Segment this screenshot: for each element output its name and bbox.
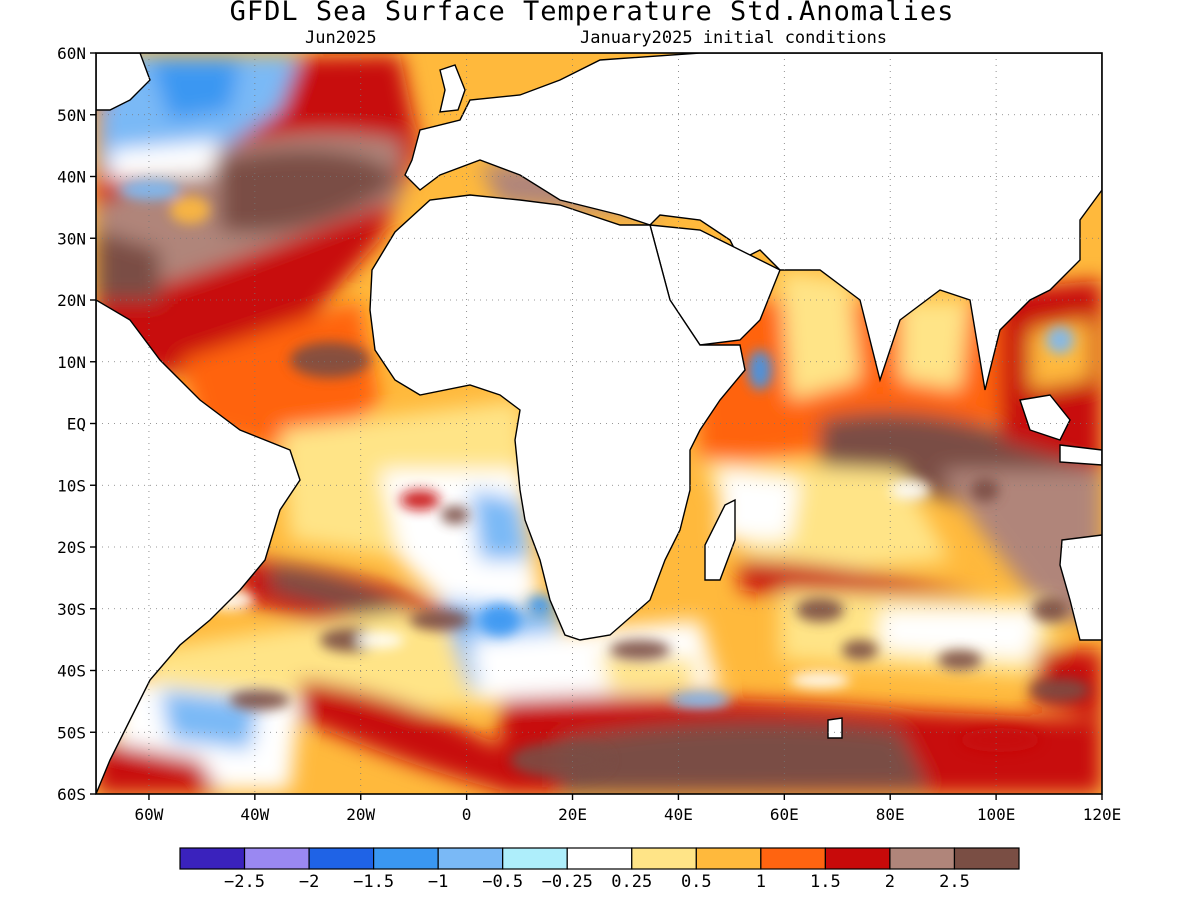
colorbar-label: 1 <box>756 872 766 892</box>
lat-label: 50S <box>57 723 86 742</box>
lon-label: 120E <box>1083 805 1122 824</box>
lon-label: 0 <box>462 805 472 824</box>
ocean-field <box>96 53 1102 794</box>
colorbar-swatch <box>437 847 504 870</box>
valid-month-label: Jun2025 <box>305 28 377 48</box>
colorbar-swatch <box>695 847 762 870</box>
lat-label: 30N <box>57 229 86 248</box>
colorbar-swatch <box>631 847 697 870</box>
lat-label: 50N <box>57 106 86 125</box>
lat-label: 10S <box>57 476 86 495</box>
lon-label: 60E <box>770 805 799 824</box>
lon-label: 80E <box>876 805 905 824</box>
lat-label: 20N <box>57 291 86 310</box>
figure-title: GFDL Sea Surface Temperature Std.Anomali… <box>229 0 955 27</box>
longitude-labels: 60W 40W 20W 0 20E 40E 60E 80E 100E 120E <box>134 805 1121 824</box>
colorbar-label: 0.25 <box>611 872 652 892</box>
colorbar-swatch <box>953 847 1020 870</box>
colorbar-swatch <box>889 847 956 870</box>
colorbar-swatch <box>824 847 891 870</box>
lon-label: 40W <box>240 805 269 824</box>
landmasses <box>96 53 1102 794</box>
colorbar-label: 2 <box>885 872 895 892</box>
lat-label: EQ <box>67 415 86 434</box>
lat-label: 20S <box>57 538 86 557</box>
colorbar-labels: −2.5 −2 −1.5 −1 −0.5 −0.25 0.25 0.5 1 1.5 2 2.5 <box>224 872 970 892</box>
colorbar-swatch <box>502 847 568 870</box>
init-conditions-label: January2025 initial conditions <box>580 28 888 48</box>
lon-label: 20E <box>558 805 587 824</box>
colorbar-label: 0.5 <box>681 872 712 892</box>
colorbar-label: −0.25 <box>542 872 593 892</box>
lon-label: 40E <box>664 805 693 824</box>
colorbar-swatch <box>179 847 246 870</box>
lat-label: 30S <box>57 600 86 619</box>
lat-label: 60N <box>57 44 86 63</box>
lon-label: 100E <box>977 805 1016 824</box>
colorbar-label: −2 <box>299 872 319 892</box>
colorbar-label: −2.5 <box>224 872 265 892</box>
colorbar-label: −0.5 <box>482 872 523 892</box>
colorbar-swatch <box>243 847 310 870</box>
colorbar-swatch <box>373 847 439 870</box>
colorbar-swatch <box>566 847 633 870</box>
colorbar-label: −1 <box>428 872 448 892</box>
latitude-labels: 60N 50N 40N 30N 20N 10N EQ 10S 20S 30S 40S 50S 60S <box>57 44 86 804</box>
colorbar-swatch <box>760 847 826 870</box>
lat-label: 40N <box>57 168 86 187</box>
lat-label: 40S <box>57 662 86 681</box>
colorbar-label: 1.5 <box>810 872 841 892</box>
colorbar-label: 2.5 <box>939 872 970 892</box>
axis-ticks <box>90 52 1103 800</box>
lon-label: 20W <box>346 805 375 824</box>
lon-label: 60W <box>134 805 163 824</box>
colorbar-swatch <box>308 847 375 870</box>
colorbar-label: −1.5 <box>353 872 394 892</box>
colorbar <box>179 847 1020 870</box>
lat-label: 60S <box>57 785 86 804</box>
lat-label: 10N <box>57 353 86 372</box>
